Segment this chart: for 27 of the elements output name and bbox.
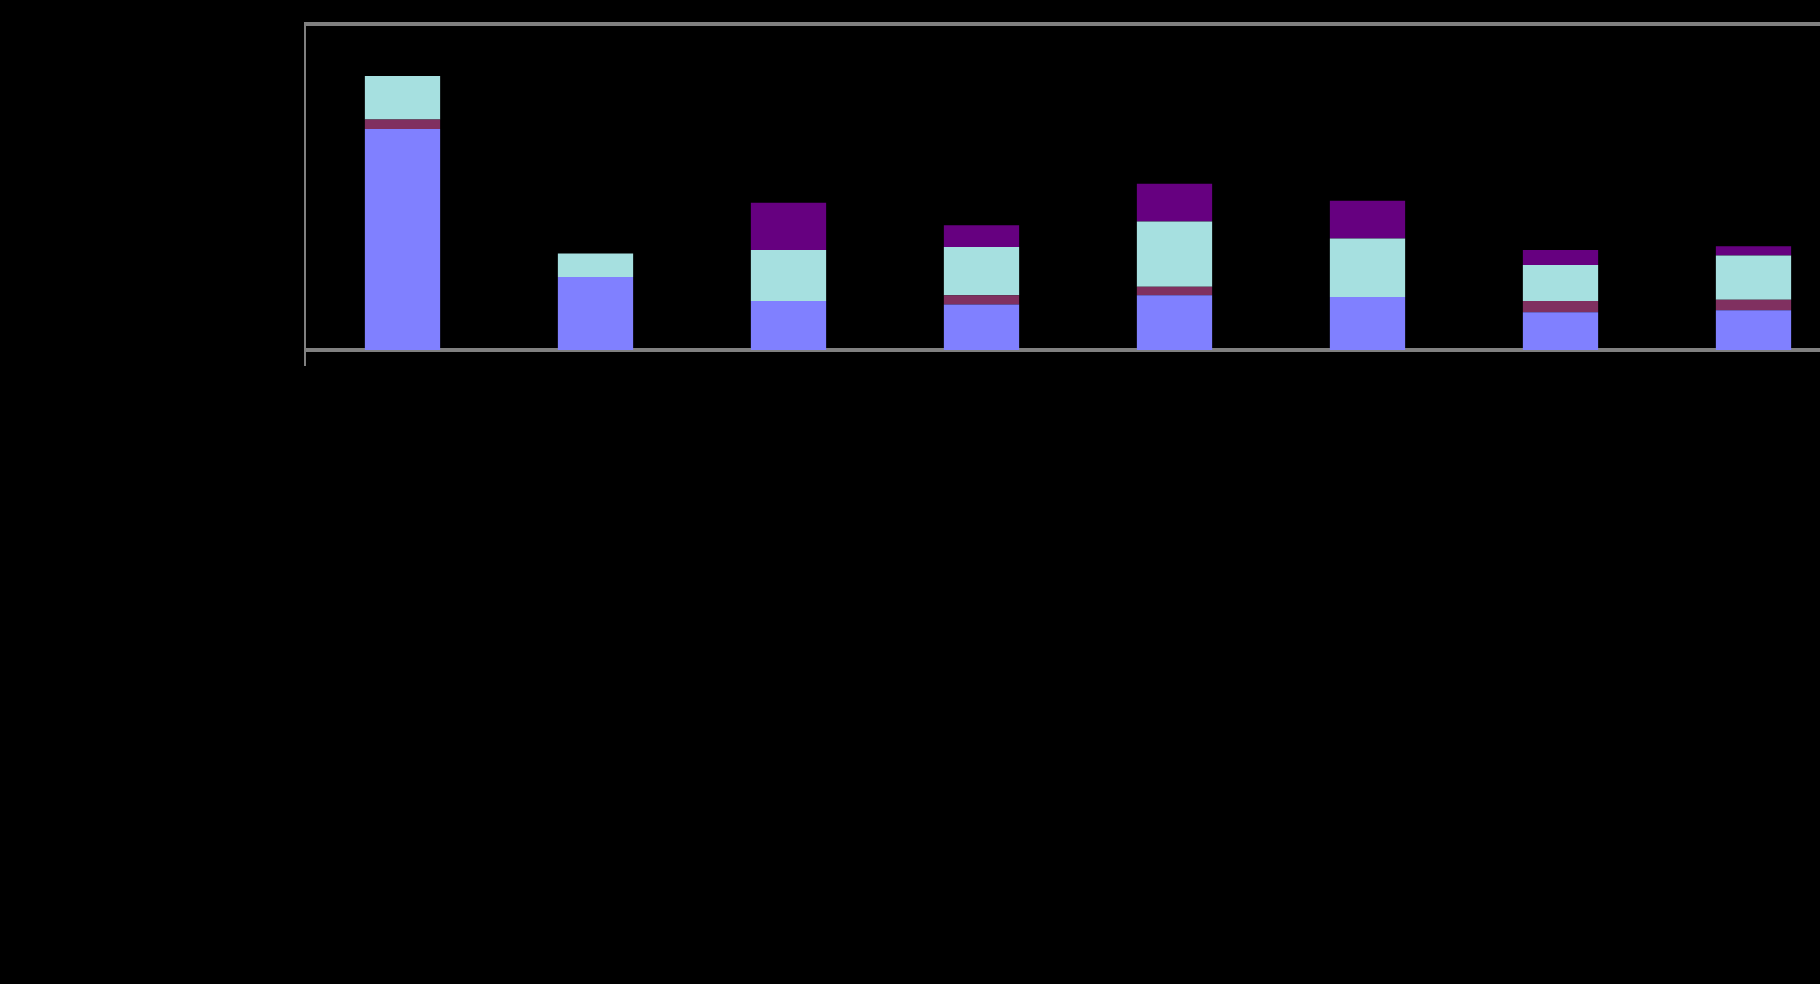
bar: [943, 225, 1020, 247]
bar: [1522, 300, 1599, 313]
bar: [750, 202, 827, 250]
bar: [1329, 200, 1406, 239]
bar: [1522, 312, 1599, 350]
bar: [750, 249, 827, 301]
bar: [557, 253, 634, 278]
bar: [1715, 310, 1792, 350]
bar: [364, 76, 441, 120]
bar: [1329, 297, 1406, 350]
bar: [1715, 246, 1792, 256]
bar: [1329, 238, 1406, 298]
bar: [943, 246, 1020, 296]
bar: [1522, 265, 1599, 301]
bar: [750, 300, 827, 350]
bar: [364, 128, 441, 350]
bar: [1715, 299, 1792, 311]
bar: [943, 295, 1020, 305]
bar: [1136, 221, 1213, 287]
bar: [557, 277, 634, 350]
bar: [1136, 295, 1213, 350]
bar: [1522, 249, 1599, 266]
bar: [1136, 286, 1213, 296]
bar: [943, 304, 1020, 350]
bar: [1136, 183, 1213, 222]
bar: [1715, 255, 1792, 300]
bar: [364, 119, 441, 129]
